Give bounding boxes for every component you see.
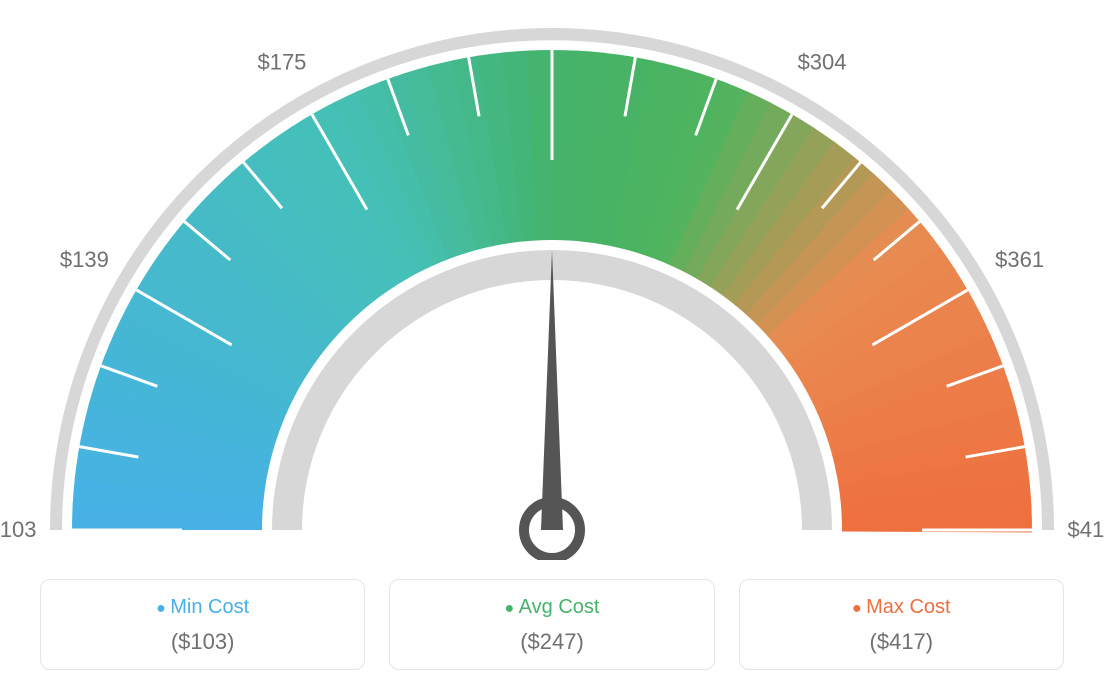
legend-label-avg: Avg Cost [402, 596, 701, 619]
svg-text:$304: $304 [798, 49, 847, 74]
legend-label-max: Max Cost [752, 596, 1051, 619]
legend-card-min: Min Cost ($103) [40, 579, 365, 670]
legend-value-avg: ($247) [402, 629, 701, 655]
legend-value-min: ($103) [53, 629, 352, 655]
svg-text:$247: $247 [528, 0, 577, 2]
svg-text:$139: $139 [60, 247, 109, 272]
gauge-svg: $103 $139 $175 $247 $304 $361 $417 [0, 0, 1104, 560]
legend-row: Min Cost ($103) Avg Cost ($247) Max Cost… [0, 579, 1104, 670]
cost-gauge: $103 $139 $175 $247 $304 $361 $417 [0, 0, 1104, 560]
legend-value-max: ($417) [752, 629, 1051, 655]
legend-label-min: Min Cost [53, 596, 352, 619]
svg-text:$103: $103 [0, 517, 36, 542]
svg-text:$417: $417 [1068, 517, 1104, 542]
legend-card-avg: Avg Cost ($247) [389, 579, 714, 670]
svg-text:$175: $175 [257, 49, 306, 74]
svg-text:$361: $361 [995, 247, 1044, 272]
legend-card-max: Max Cost ($417) [739, 579, 1064, 670]
